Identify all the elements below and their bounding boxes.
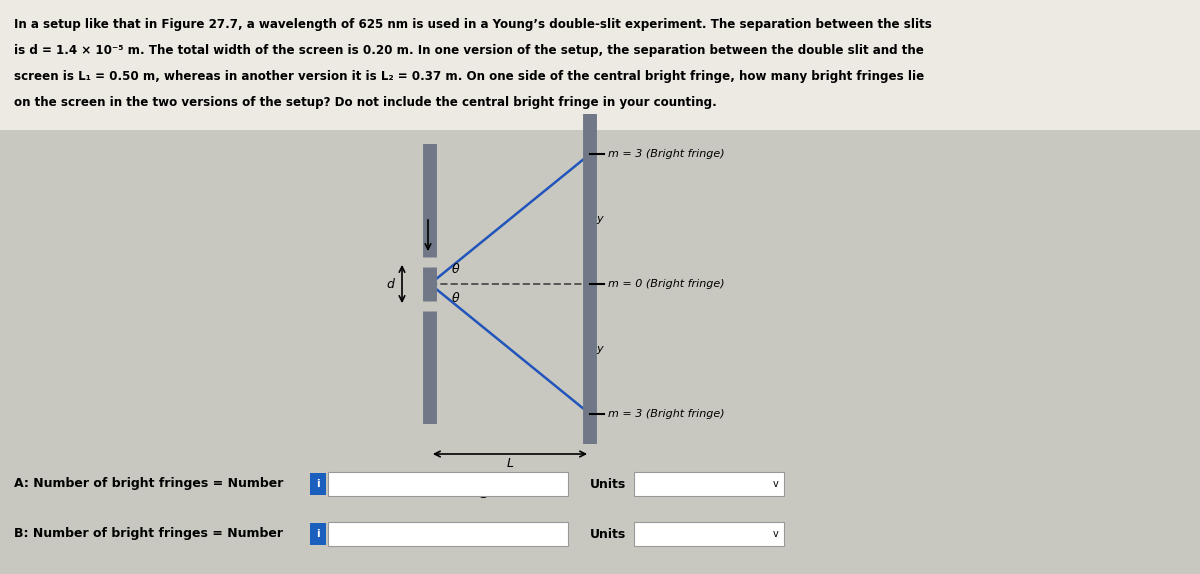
Text: v: v (773, 479, 779, 489)
Text: In a setup like that in Figure 27.7, a wavelength of 625 nm is used in a Young’s: In a setup like that in Figure 27.7, a w… (14, 18, 932, 31)
Text: m = 3 (Bright fringe): m = 3 (Bright fringe) (608, 149, 725, 159)
Text: y: y (596, 214, 602, 224)
Text: Figure 27.7: Figure 27.7 (466, 484, 554, 498)
Text: is d = 1.4 × 10⁻⁵ m. The total width of the screen is 0.20 m. In one version of : is d = 1.4 × 10⁻⁵ m. The total width of … (14, 44, 924, 57)
Text: θ: θ (452, 263, 460, 276)
Bar (310, 473, 326, 495)
Text: screen is L₁ = 0.50 m, whereas in another version it is L₂ = 0.37 m. On one side: screen is L₁ = 0.50 m, whereas in anothe… (14, 70, 924, 83)
Bar (310, 523, 326, 545)
Bar (0, 0, 1200, 130)
Bar (634, 522, 784, 546)
Text: B: Number of bright fringes = Number: B: Number of bright fringes = Number (14, 528, 283, 541)
Text: m = 0 (Bright fringe): m = 0 (Bright fringe) (608, 279, 725, 289)
Text: A: Number of bright fringes = Number: A: Number of bright fringes = Number (14, 478, 283, 491)
Bar (328, 522, 568, 546)
Text: Units: Units (590, 478, 626, 491)
Text: θ: θ (452, 292, 460, 305)
Text: v: v (773, 529, 779, 539)
Text: Units: Units (590, 528, 626, 541)
Text: i: i (316, 479, 320, 489)
Text: L: L (506, 457, 514, 470)
Text: m = 3 (Bright fringe): m = 3 (Bright fringe) (608, 409, 725, 419)
Bar (328, 472, 568, 496)
Text: y: y (596, 344, 602, 354)
Text: d: d (386, 277, 394, 290)
Bar (634, 472, 784, 496)
Text: on the screen in the two versions of the setup? Do not include the central brigh: on the screen in the two versions of the… (14, 96, 716, 109)
Text: i: i (316, 529, 320, 539)
